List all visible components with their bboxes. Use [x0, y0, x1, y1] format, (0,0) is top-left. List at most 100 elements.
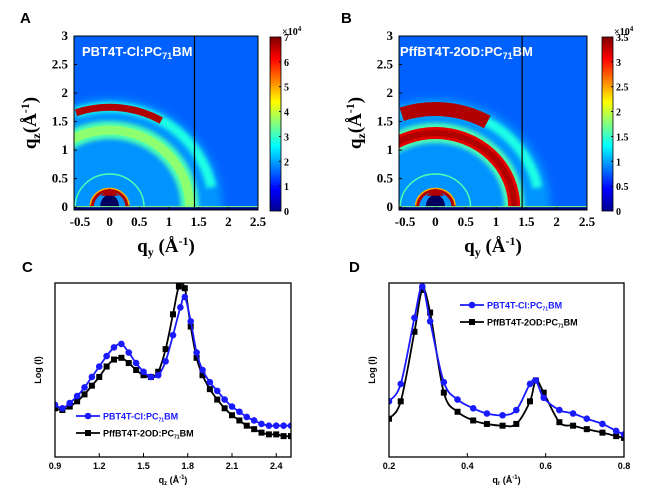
- data-point: [526, 380, 534, 388]
- axis-unit: (Å: [167, 475, 179, 485]
- legend-main: PffBT4T-2OD:PC: [103, 429, 175, 439]
- axis-unit-close: ): [518, 475, 521, 485]
- data-point: [411, 328, 418, 335]
- axis-exp: -1: [179, 475, 185, 481]
- x-tick-label: 1.5: [137, 461, 150, 471]
- multiplier-base: ×10: [614, 27, 630, 38]
- x-tick-label: 0.5: [458, 214, 475, 229]
- data-point: [599, 420, 606, 428]
- heatmap-title: PffBT4T-2OD:PC71BM: [400, 44, 533, 61]
- legend-main: PffBT4T-2OD:PC: [487, 318, 559, 328]
- legend-sub: 71: [543, 307, 549, 313]
- title-main: PBT4T-Cl:PC: [82, 44, 163, 59]
- legend-entry: PffBT4T-2OD:PC71BM: [76, 429, 194, 441]
- lamellar-ring-edge: [414, 187, 457, 206]
- data-point: [170, 311, 176, 318]
- data-point: [181, 285, 188, 292]
- title-tail: BM: [172, 44, 192, 59]
- series-line: [55, 295, 291, 427]
- x-tick-label: 2: [553, 214, 560, 229]
- data-point: [221, 396, 228, 403]
- data-point: [258, 429, 265, 436]
- data-point: [181, 293, 189, 301]
- data-point: [206, 378, 214, 386]
- data-point: [111, 356, 117, 363]
- legend-marker: [85, 430, 91, 436]
- data-point: [140, 372, 147, 379]
- x-tick-label: -0.5: [70, 214, 91, 229]
- heatmap-a: PBT4T-Cl:PC71BM-0.5 0 0.5 1 1.5 2 2.500.511.52…: [18, 25, 302, 259]
- axis-sub: z: [29, 133, 43, 139]
- legend-tail: BM: [548, 301, 562, 311]
- legend-marker: [469, 319, 475, 325]
- x-tick-label: 2: [225, 214, 232, 229]
- data-point: [454, 408, 461, 415]
- data-point: [397, 380, 405, 388]
- colorbar-tick-label: 7: [284, 33, 289, 44]
- data-point: [74, 398, 81, 405]
- line-chart-d: 0.2 0.4 0.6 0.8qr (Å-1)Log (I)PBT4T-Cl:PC71…: [367, 282, 630, 487]
- x-axis-label: qr (Å-1): [492, 475, 520, 487]
- panel-letter-b: B: [341, 10, 352, 27]
- heatmap-b: PffBT4T-2OD:PC71BM-0.5 0 0.5 1 1.5 2 2.500.511…: [343, 25, 634, 259]
- data-point: [118, 354, 125, 361]
- axis-sub: z: [354, 133, 368, 139]
- data-point: [95, 363, 103, 370]
- axis-unit-close: ): [20, 97, 41, 103]
- plot-area: [55, 283, 291, 440]
- y-tick-label: 0: [62, 199, 69, 214]
- data-point: [280, 433, 287, 440]
- y-tick-label: 0: [387, 199, 394, 214]
- data-point: [389, 415, 392, 422]
- data-point: [66, 403, 73, 410]
- x-tick-label: 0: [432, 214, 439, 229]
- horizon-strip: [399, 207, 587, 210]
- x-tick-label: 2.1: [226, 461, 239, 471]
- data-point: [96, 373, 103, 380]
- data-point: [133, 367, 140, 373]
- axis-sub: z: [164, 481, 167, 487]
- y-tick-label: 1: [62, 142, 69, 157]
- colorbar-tick-label: 3: [284, 132, 289, 143]
- data-point: [527, 398, 533, 405]
- panel-letter-d: D: [349, 259, 360, 276]
- data-point: [103, 352, 110, 360]
- axis-var: q: [492, 475, 498, 485]
- horizon-strip: [74, 207, 258, 210]
- axis-unit-close: ): [184, 475, 187, 485]
- data-point: [599, 429, 606, 436]
- x-axis-label: qz (Å-1): [159, 475, 188, 487]
- data-point: [162, 358, 169, 365]
- axis-unit: (Å: [20, 113, 41, 133]
- legend-entry: PBT4T-Cl:PC71BM: [76, 412, 178, 424]
- axis-var: q: [464, 236, 475, 257]
- data-point: [556, 419, 563, 426]
- title-subscript: 71: [503, 51, 513, 61]
- data-point: [243, 413, 251, 421]
- colorbar-tick-label: 2.5: [616, 83, 629, 94]
- x-tick-label: 0.9: [49, 461, 62, 471]
- x-tick-label: 1.5: [191, 214, 208, 229]
- multiplier-base: ×10: [282, 27, 298, 38]
- pi-pi-arc: [74, 103, 163, 124]
- colorbar-tick-label: 1: [616, 157, 621, 168]
- axis-exp: -1: [512, 475, 518, 481]
- x-tick-label: 2.5: [250, 214, 267, 229]
- y-tick-label: 2: [387, 85, 394, 100]
- data-point: [288, 433, 291, 440]
- data-point: [103, 363, 110, 370]
- colorbar-tick-label: 3: [616, 58, 621, 69]
- data-point: [140, 368, 147, 376]
- data-point: [88, 382, 95, 389]
- amorphous-ring: [74, 125, 195, 210]
- data-point: [66, 399, 74, 407]
- colorbar-tick-label: 3.5: [616, 33, 629, 44]
- legend-entry: PBT4T-Cl:PC71BM: [460, 301, 562, 313]
- legend: PBT4T-Cl:PC71BM PffBT4T-2OD:PC71BM: [76, 412, 194, 441]
- axis-unit-close: ): [189, 236, 195, 257]
- title-main: PffBT4T-2OD:PC: [400, 44, 503, 59]
- y-axis-label: qz(Å-1): [343, 97, 368, 149]
- data-point: [583, 415, 591, 423]
- y-axis-label: qz(Å-1): [18, 97, 43, 149]
